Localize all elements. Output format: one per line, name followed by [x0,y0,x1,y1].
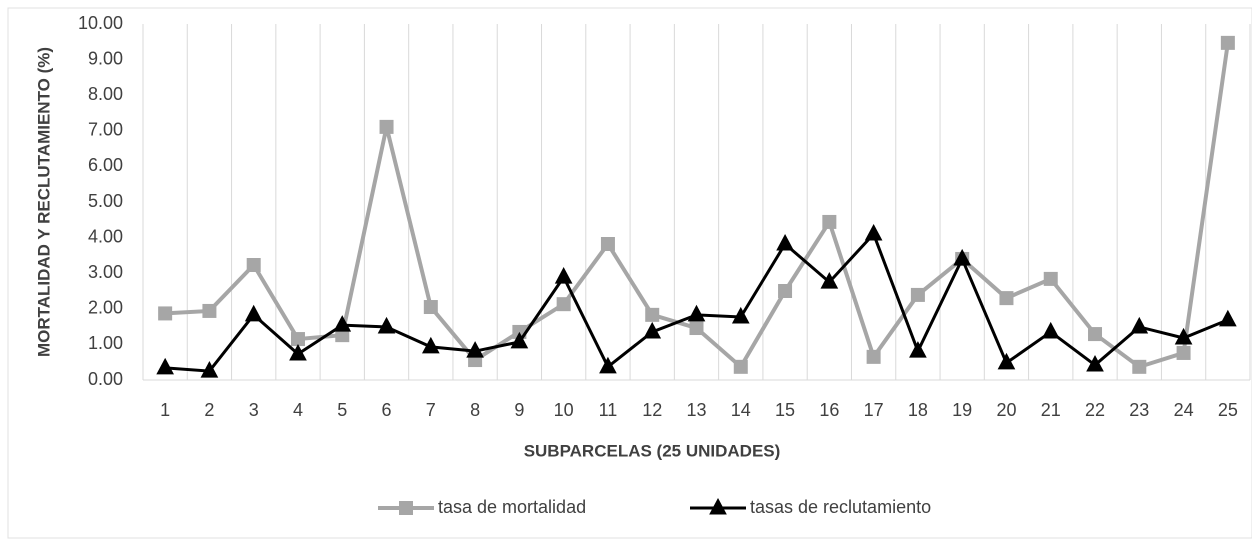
marker [379,119,394,134]
y-axis-title: MORTALIDAD Y RECLUTAMIENTO (%) [34,47,53,357]
marker [1176,345,1191,360]
y-tick-label: 7.00 [88,120,123,140]
marker [202,303,217,318]
marker [600,237,615,252]
x-tick-label: 25 [1218,400,1238,420]
x-tick-label: 7 [426,400,436,420]
marker [423,300,438,315]
marker [820,272,839,289]
x-tick-label: 15 [775,400,795,420]
y-tick-label: 1.00 [88,333,123,353]
marker [866,349,881,364]
y-tick-label: 10.00 [78,13,123,33]
marker [643,321,662,339]
y-tick-label: 5.00 [88,191,123,211]
marker [200,361,219,378]
x-tick-label: 2 [204,400,214,420]
x-tick-label: 24 [1174,400,1194,420]
x-tick-label: 22 [1085,400,1105,420]
marker [778,284,793,298]
x-tick-label: 13 [686,400,706,420]
marker [731,306,750,324]
marker [909,341,927,358]
y-tick-label: 2.00 [88,298,123,318]
marker [645,307,660,322]
y-tick-label: 6.00 [88,155,123,175]
x-tick-label: 6 [382,400,392,420]
marker [556,297,571,312]
y-tick-label: 0.00 [88,369,123,389]
marker [776,233,794,251]
chart-border [7,7,1252,539]
marker [864,223,883,241]
x-tick-label: 12 [642,400,662,420]
marker [1088,327,1103,342]
x-tick-label: 8 [470,400,480,420]
marker [1220,35,1235,50]
marker [822,214,837,229]
legend-label: tasas de reclutamiento [750,497,931,517]
marker [1130,316,1149,334]
marker [689,321,704,336]
marker [1174,327,1193,345]
marker [687,304,706,322]
marker [1043,271,1058,286]
x-tick-label: 21 [1041,400,1061,420]
x-tick-label: 4 [293,400,303,420]
marker [333,315,352,332]
marker [290,332,305,347]
x-tick-label: 1 [160,400,170,420]
x-tick-label: 18 [908,400,928,420]
x-tick-label: 11 [599,400,618,420]
marker [289,343,307,361]
y-tick-label: 4.00 [88,226,123,246]
x-tick-label: 23 [1129,400,1149,420]
marker [158,306,173,321]
x-axis-title: SUBPARCELAS (25 UNIDADES) [524,441,781,460]
marker [709,497,727,515]
marker [466,341,484,358]
y-tick-label: 9.00 [88,48,123,68]
marker [510,331,529,349]
legend-label: tasa de mortalidad [438,497,586,517]
x-tick-label: 9 [514,400,524,420]
marker [246,258,261,273]
marker [910,287,925,302]
marker [953,248,972,266]
marker [244,304,263,322]
marker [1086,354,1104,372]
x-tick-label: 17 [864,400,884,420]
x-tick-label: 10 [554,400,574,420]
marker [733,359,748,374]
marker [399,501,413,515]
y-tick-label: 8.00 [88,84,123,104]
x-tick-label: 16 [819,400,839,420]
marker [377,316,396,334]
marker [1041,321,1060,339]
x-tick-label: 19 [952,400,972,420]
x-tick-label: 20 [996,400,1016,420]
marker [1132,359,1147,374]
x-tick-label: 14 [731,400,751,420]
marker [156,357,174,375]
marker [554,267,573,284]
marker [421,336,440,354]
y-tick-label: 3.00 [88,262,123,282]
x-tick-label: 5 [337,400,347,420]
marker [999,291,1014,306]
marker [997,352,1016,370]
marker [599,356,617,374]
x-tick-label: 3 [249,400,259,420]
marker [1219,309,1237,327]
